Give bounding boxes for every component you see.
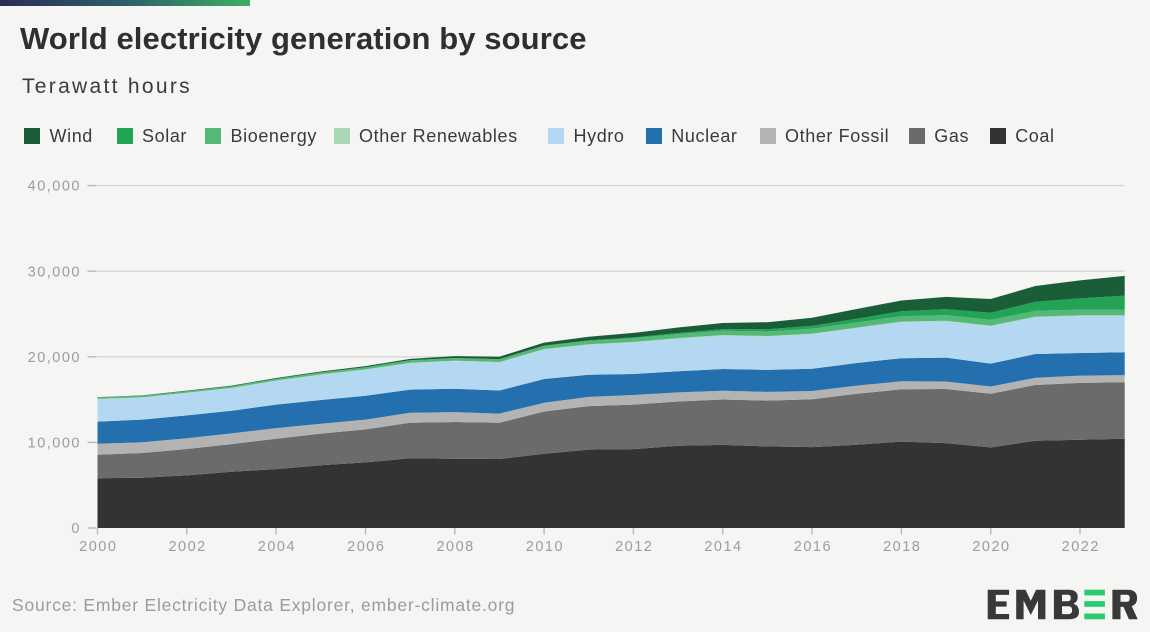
svg-text:2010: 2010	[526, 539, 564, 555]
svg-text:2014: 2014	[704, 539, 742, 555]
svg-text:2016: 2016	[794, 539, 832, 555]
svg-text:2022: 2022	[1062, 539, 1100, 555]
svg-text:2008: 2008	[436, 539, 474, 555]
svg-text:0: 0	[71, 521, 81, 537]
svg-text:30,000: 30,000	[28, 264, 81, 280]
svg-text:10,000: 10,000	[28, 436, 81, 452]
svg-text:40,000: 40,000	[28, 179, 81, 195]
svg-text:2018: 2018	[883, 539, 921, 555]
svg-text:20,000: 20,000	[28, 350, 81, 366]
svg-text:2000: 2000	[79, 539, 117, 555]
svg-text:2002: 2002	[168, 539, 206, 555]
svg-text:2004: 2004	[258, 539, 296, 555]
svg-text:2020: 2020	[972, 539, 1010, 555]
svg-text:2012: 2012	[615, 539, 653, 555]
svg-text:2006: 2006	[347, 539, 385, 555]
